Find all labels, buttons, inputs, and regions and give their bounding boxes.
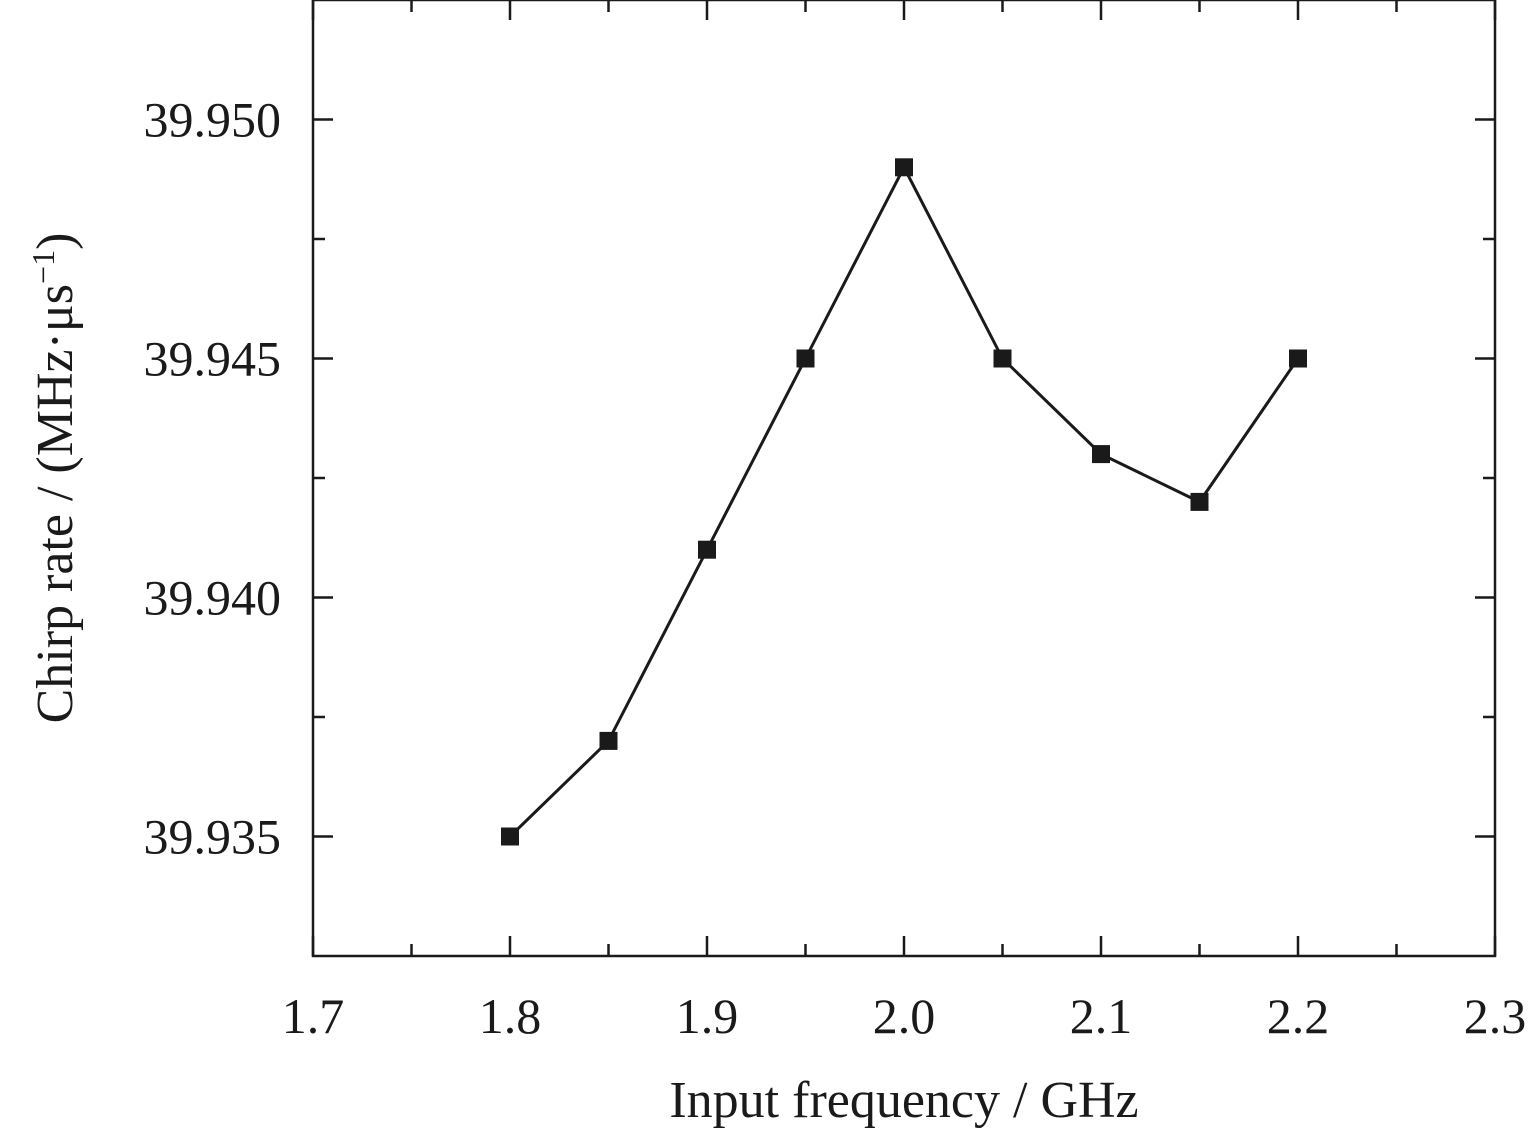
data-point-marker xyxy=(895,158,913,177)
data-markers xyxy=(501,158,1307,846)
x-axis-title: Input frequency / GHz xyxy=(669,1072,1138,1129)
x-tick-label: 2.0 xyxy=(873,988,936,1044)
x-tick-label: 2.3 xyxy=(1464,988,1527,1044)
data-point-marker xyxy=(501,827,519,846)
x-tick-label: 2.2 xyxy=(1267,988,1330,1044)
y-tick-label: 39.950 xyxy=(144,92,282,148)
data-point-marker xyxy=(993,349,1012,368)
data-point-marker xyxy=(599,731,618,750)
x-tick-label: 1.7 xyxy=(282,988,345,1044)
y-axis-title-suffix: ) xyxy=(27,233,84,250)
y-tick-label: 39.935 xyxy=(144,809,282,865)
x-tick-label: 1.8 xyxy=(479,988,542,1044)
data-point-marker xyxy=(698,540,716,559)
tick-marks xyxy=(311,0,1497,956)
y-tick-label: 39.940 xyxy=(144,570,282,626)
x-tick-label: 1.9 xyxy=(676,988,739,1044)
y-axis-title-superscript: −1 xyxy=(25,250,61,284)
y-axis-title-main: Chirp rate / (MHz·μs xyxy=(27,284,84,723)
data-point-marker xyxy=(1190,492,1209,511)
data-point-marker xyxy=(796,349,815,368)
x-tick-label: 2.1 xyxy=(1070,988,1133,1044)
y-axis-title: Chirp rate / (MHz·μs−1) xyxy=(25,233,84,724)
plot-frame xyxy=(311,0,1497,958)
data-point-marker xyxy=(1289,349,1307,368)
x-tick-labels: 1.7 1.8 1.9 2.0 2.1 2.2 2.3 xyxy=(282,988,1527,1044)
series-line xyxy=(508,164,1300,838)
y-tick-label: 39.945 xyxy=(144,331,282,387)
data-point-marker xyxy=(1092,445,1110,464)
y-tick-labels: 39.935 39.940 39.945 39.950 xyxy=(144,92,282,865)
